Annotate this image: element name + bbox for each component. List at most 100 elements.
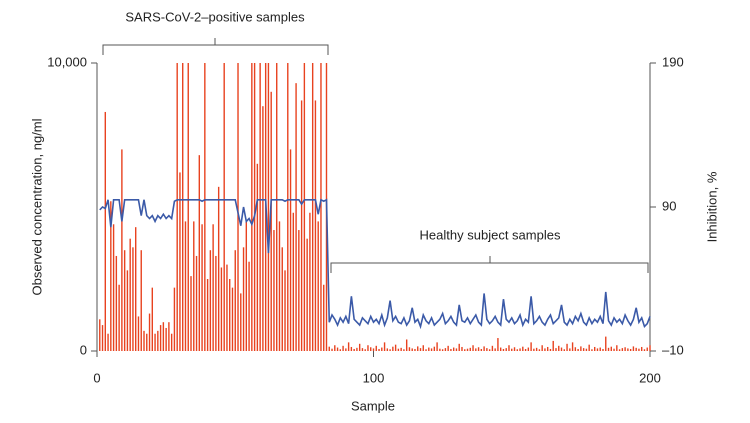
bar	[419, 348, 422, 351]
bar	[508, 345, 510, 351]
bar	[555, 348, 557, 351]
bar	[450, 348, 452, 351]
bar	[215, 255, 217, 351]
bar	[364, 349, 366, 351]
bar	[472, 345, 474, 351]
bar	[588, 344, 590, 351]
bar	[237, 63, 239, 351]
bar	[298, 230, 300, 351]
bar	[107, 333, 109, 351]
bar	[101, 325, 104, 351]
bar	[287, 63, 289, 351]
line	[99, 198, 651, 330]
bar	[342, 345, 344, 351]
bar	[209, 250, 212, 351]
bar	[621, 348, 624, 351]
bar	[577, 348, 579, 351]
y-axis-label: Observed concentration, ng/ml	[29, 118, 44, 295]
bar	[455, 348, 458, 351]
bar	[240, 293, 242, 351]
bar	[461, 346, 463, 351]
bar	[309, 212, 311, 351]
bar	[231, 287, 234, 351]
bar	[466, 348, 469, 351]
bar	[519, 348, 521, 351]
bar	[414, 348, 416, 351]
bar	[143, 330, 145, 351]
bar	[112, 224, 115, 351]
bar	[569, 348, 571, 351]
bar	[533, 348, 535, 351]
bar	[441, 349, 444, 351]
bar	[638, 348, 640, 351]
bar	[372, 348, 375, 351]
bar	[176, 63, 178, 351]
bar	[229, 279, 231, 351]
bar	[491, 345, 494, 351]
bar	[400, 347, 402, 351]
bar	[378, 348, 380, 351]
bar	[220, 267, 223, 351]
bar	[546, 346, 549, 351]
bar	[311, 63, 314, 351]
bar	[405, 339, 408, 351]
y2-tick-label: 190	[662, 54, 684, 69]
bar	[616, 345, 618, 351]
bar	[530, 342, 532, 351]
bar	[276, 63, 278, 351]
bar	[292, 212, 295, 351]
annotation: SARS-CoV-2–positive samples	[125, 9, 305, 24]
bar	[154, 333, 156, 351]
bar	[198, 155, 201, 351]
bar	[242, 247, 245, 351]
bar	[527, 347, 530, 351]
bar	[494, 348, 496, 351]
bar	[334, 345, 336, 351]
bar	[99, 319, 101, 351]
bar	[397, 348, 400, 351]
bar	[513, 347, 516, 351]
bracket	[102, 38, 329, 55]
bar	[596, 348, 599, 351]
bar	[641, 346, 643, 351]
bar	[162, 322, 165, 351]
bar	[558, 345, 560, 351]
bar	[610, 346, 612, 351]
bar	[173, 287, 176, 351]
bar	[649, 345, 651, 351]
bar	[270, 91, 272, 352]
y2-tick-label: 90	[662, 198, 676, 213]
bar	[314, 100, 317, 351]
bar	[262, 106, 264, 351]
y2-tick-label: –10	[662, 342, 684, 357]
bar	[140, 250, 142, 351]
bar	[170, 333, 173, 351]
bar	[411, 348, 413, 351]
bar	[165, 327, 167, 351]
bar	[574, 347, 577, 351]
bar	[212, 224, 214, 351]
bar	[104, 111, 106, 352]
bar	[295, 83, 297, 351]
bar	[594, 346, 596, 351]
bar	[303, 63, 306, 351]
bar	[179, 172, 181, 351]
bar	[248, 261, 250, 351]
bar	[486, 348, 488, 351]
bar	[505, 348, 507, 351]
bar	[137, 316, 140, 351]
bar	[480, 348, 483, 351]
bar	[422, 345, 424, 351]
bar	[234, 250, 236, 351]
bar	[184, 221, 187, 351]
bar	[300, 100, 303, 351]
bar	[278, 221, 281, 351]
bar	[204, 63, 206, 351]
bar	[383, 342, 386, 351]
bar	[417, 346, 419, 351]
bar	[328, 346, 330, 351]
bar	[306, 238, 308, 351]
bar	[591, 349, 593, 351]
bar	[428, 347, 430, 351]
